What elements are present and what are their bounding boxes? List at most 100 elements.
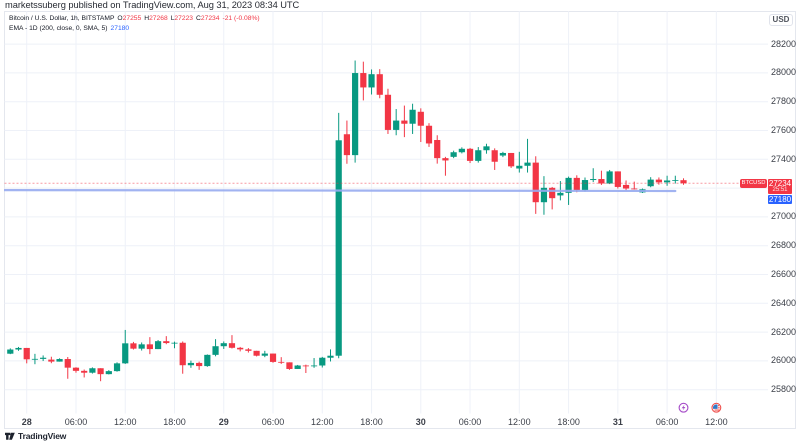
candle-body[interactable] (384, 94, 392, 130)
candle-body[interactable] (212, 346, 219, 355)
time-tick-label: 18:00 (360, 417, 383, 427)
candle-body[interactable] (524, 162, 531, 166)
candle-body[interactable] (499, 152, 506, 156)
candle-body[interactable] (672, 180, 679, 181)
candle-body[interactable] (376, 74, 383, 95)
legend-indicator-row[interactable]: EMA - 1D (200, close, 0, SMA, 5) 27180 (9, 24, 260, 34)
candle-body[interactable] (664, 180, 671, 183)
legend-symbol-row[interactable]: Bitcoin / U.S. Dollar, 1h, BITSTAMP O2725… (9, 14, 260, 24)
candle-body[interactable] (154, 341, 162, 350)
candle-body[interactable] (310, 365, 318, 367)
candle-body[interactable] (23, 347, 30, 360)
candle-body[interactable] (72, 367, 80, 371)
candle-body[interactable] (302, 365, 309, 367)
candle-body[interactable] (122, 343, 129, 364)
candle-body[interactable] (15, 347, 22, 350)
candle-body[interactable] (631, 188, 638, 190)
candle-body[interactable] (508, 152, 515, 167)
candle-body[interactable] (549, 187, 556, 199)
candle-body[interactable] (647, 179, 654, 187)
candle-body[interactable] (64, 359, 71, 368)
candlestick-chart[interactable] (4, 11, 796, 429)
candle-body[interactable] (130, 343, 137, 349)
candle-body[interactable] (458, 148, 465, 153)
candle-body[interactable] (253, 350, 260, 356)
candle-body[interactable] (598, 179, 605, 184)
candle-body[interactable] (409, 109, 416, 124)
lightning-event-icon[interactable] (678, 402, 689, 413)
candle-body[interactable] (319, 357, 326, 366)
candle-body[interactable] (655, 179, 662, 183)
ohlc-letter: L (170, 15, 175, 22)
time-tick-label: 28 (21, 417, 32, 427)
candle-body[interactable] (343, 134, 351, 156)
candle-body[interactable] (40, 357, 47, 359)
candle-body[interactable] (425, 125, 433, 144)
candle-body[interactable] (491, 150, 498, 162)
candle-body[interactable] (483, 146, 490, 151)
candle-body[interactable] (590, 179, 597, 181)
candle-body[interactable] (606, 171, 613, 184)
candle-body[interactable] (557, 192, 564, 196)
candle-body[interactable] (540, 187, 548, 203)
candle-body[interactable] (475, 150, 482, 161)
candle-body[interactable] (89, 368, 96, 373)
candle-body[interactable] (360, 73, 367, 88)
candle-body[interactable] (187, 362, 195, 366)
candle-body[interactable] (228, 343, 236, 348)
news-event-icon[interactable] (711, 402, 722, 413)
candle-body[interactable] (565, 177, 572, 193)
candle-body[interactable] (81, 370, 88, 373)
candle-body[interactable] (204, 354, 211, 367)
candle-body[interactable] (286, 362, 293, 369)
candle-body[interactable] (614, 171, 621, 187)
candle-body[interactable] (278, 361, 285, 363)
candle-body[interactable] (56, 359, 63, 362)
tradingview-logo[interactable]: TradingView (5, 431, 66, 441)
candle-body[interactable] (269, 353, 277, 362)
time-tick-label: 29 (218, 417, 229, 427)
candle-body[interactable] (261, 353, 268, 356)
candle-body[interactable] (434, 140, 441, 159)
candle-body[interactable] (113, 363, 121, 372)
tradingview-logo-text: TradingView (18, 431, 67, 441)
candle-body[interactable] (196, 362, 203, 367)
candle-body[interactable] (352, 73, 359, 156)
candle-body[interactable] (245, 349, 252, 351)
candle-body[interactable] (294, 365, 301, 369)
candle-body[interactable] (7, 349, 14, 354)
candle-body[interactable] (327, 355, 334, 358)
candle-body[interactable] (450, 152, 457, 157)
last-price-value: 27234 (768, 179, 792, 188)
candle-body[interactable] (417, 111, 424, 126)
time-tick-label: 12:00 (508, 417, 531, 427)
candle-body[interactable] (171, 342, 178, 344)
time-tick-label: 30 (415, 417, 426, 427)
candle-body[interactable] (680, 180, 687, 184)
candle-body[interactable] (335, 140, 342, 356)
candle-body[interactable] (146, 344, 153, 350)
candle-body[interactable] (220, 343, 227, 347)
time-tick-label: 06:00 (458, 417, 482, 427)
candle-body[interactable] (401, 120, 408, 124)
candle-body[interactable] (368, 74, 375, 88)
candle-body[interactable] (138, 344, 145, 349)
candle-body[interactable] (163, 341, 170, 344)
candle-body[interactable] (105, 371, 112, 375)
currency-unit-button[interactable]: USD (769, 14, 793, 26)
price-tick-label: 26800 (771, 240, 797, 251)
candle-body[interactable] (622, 184, 630, 189)
candle-body[interactable] (466, 148, 474, 161)
candle-body[interactable] (31, 358, 39, 360)
candle-body[interactable] (237, 347, 244, 350)
candle-body[interactable] (442, 158, 449, 161)
candle-body[interactable] (516, 165, 523, 169)
candle-body[interactable] (179, 342, 186, 366)
candle-body[interactable] (48, 359, 55, 362)
candle-body[interactable] (532, 162, 539, 203)
candle-body[interactable] (573, 177, 580, 191)
candle-body[interactable] (393, 120, 400, 130)
time-tick-label: 06:00 (261, 417, 285, 427)
candle-body[interactable] (581, 180, 589, 191)
candle-body[interactable] (97, 368, 104, 375)
